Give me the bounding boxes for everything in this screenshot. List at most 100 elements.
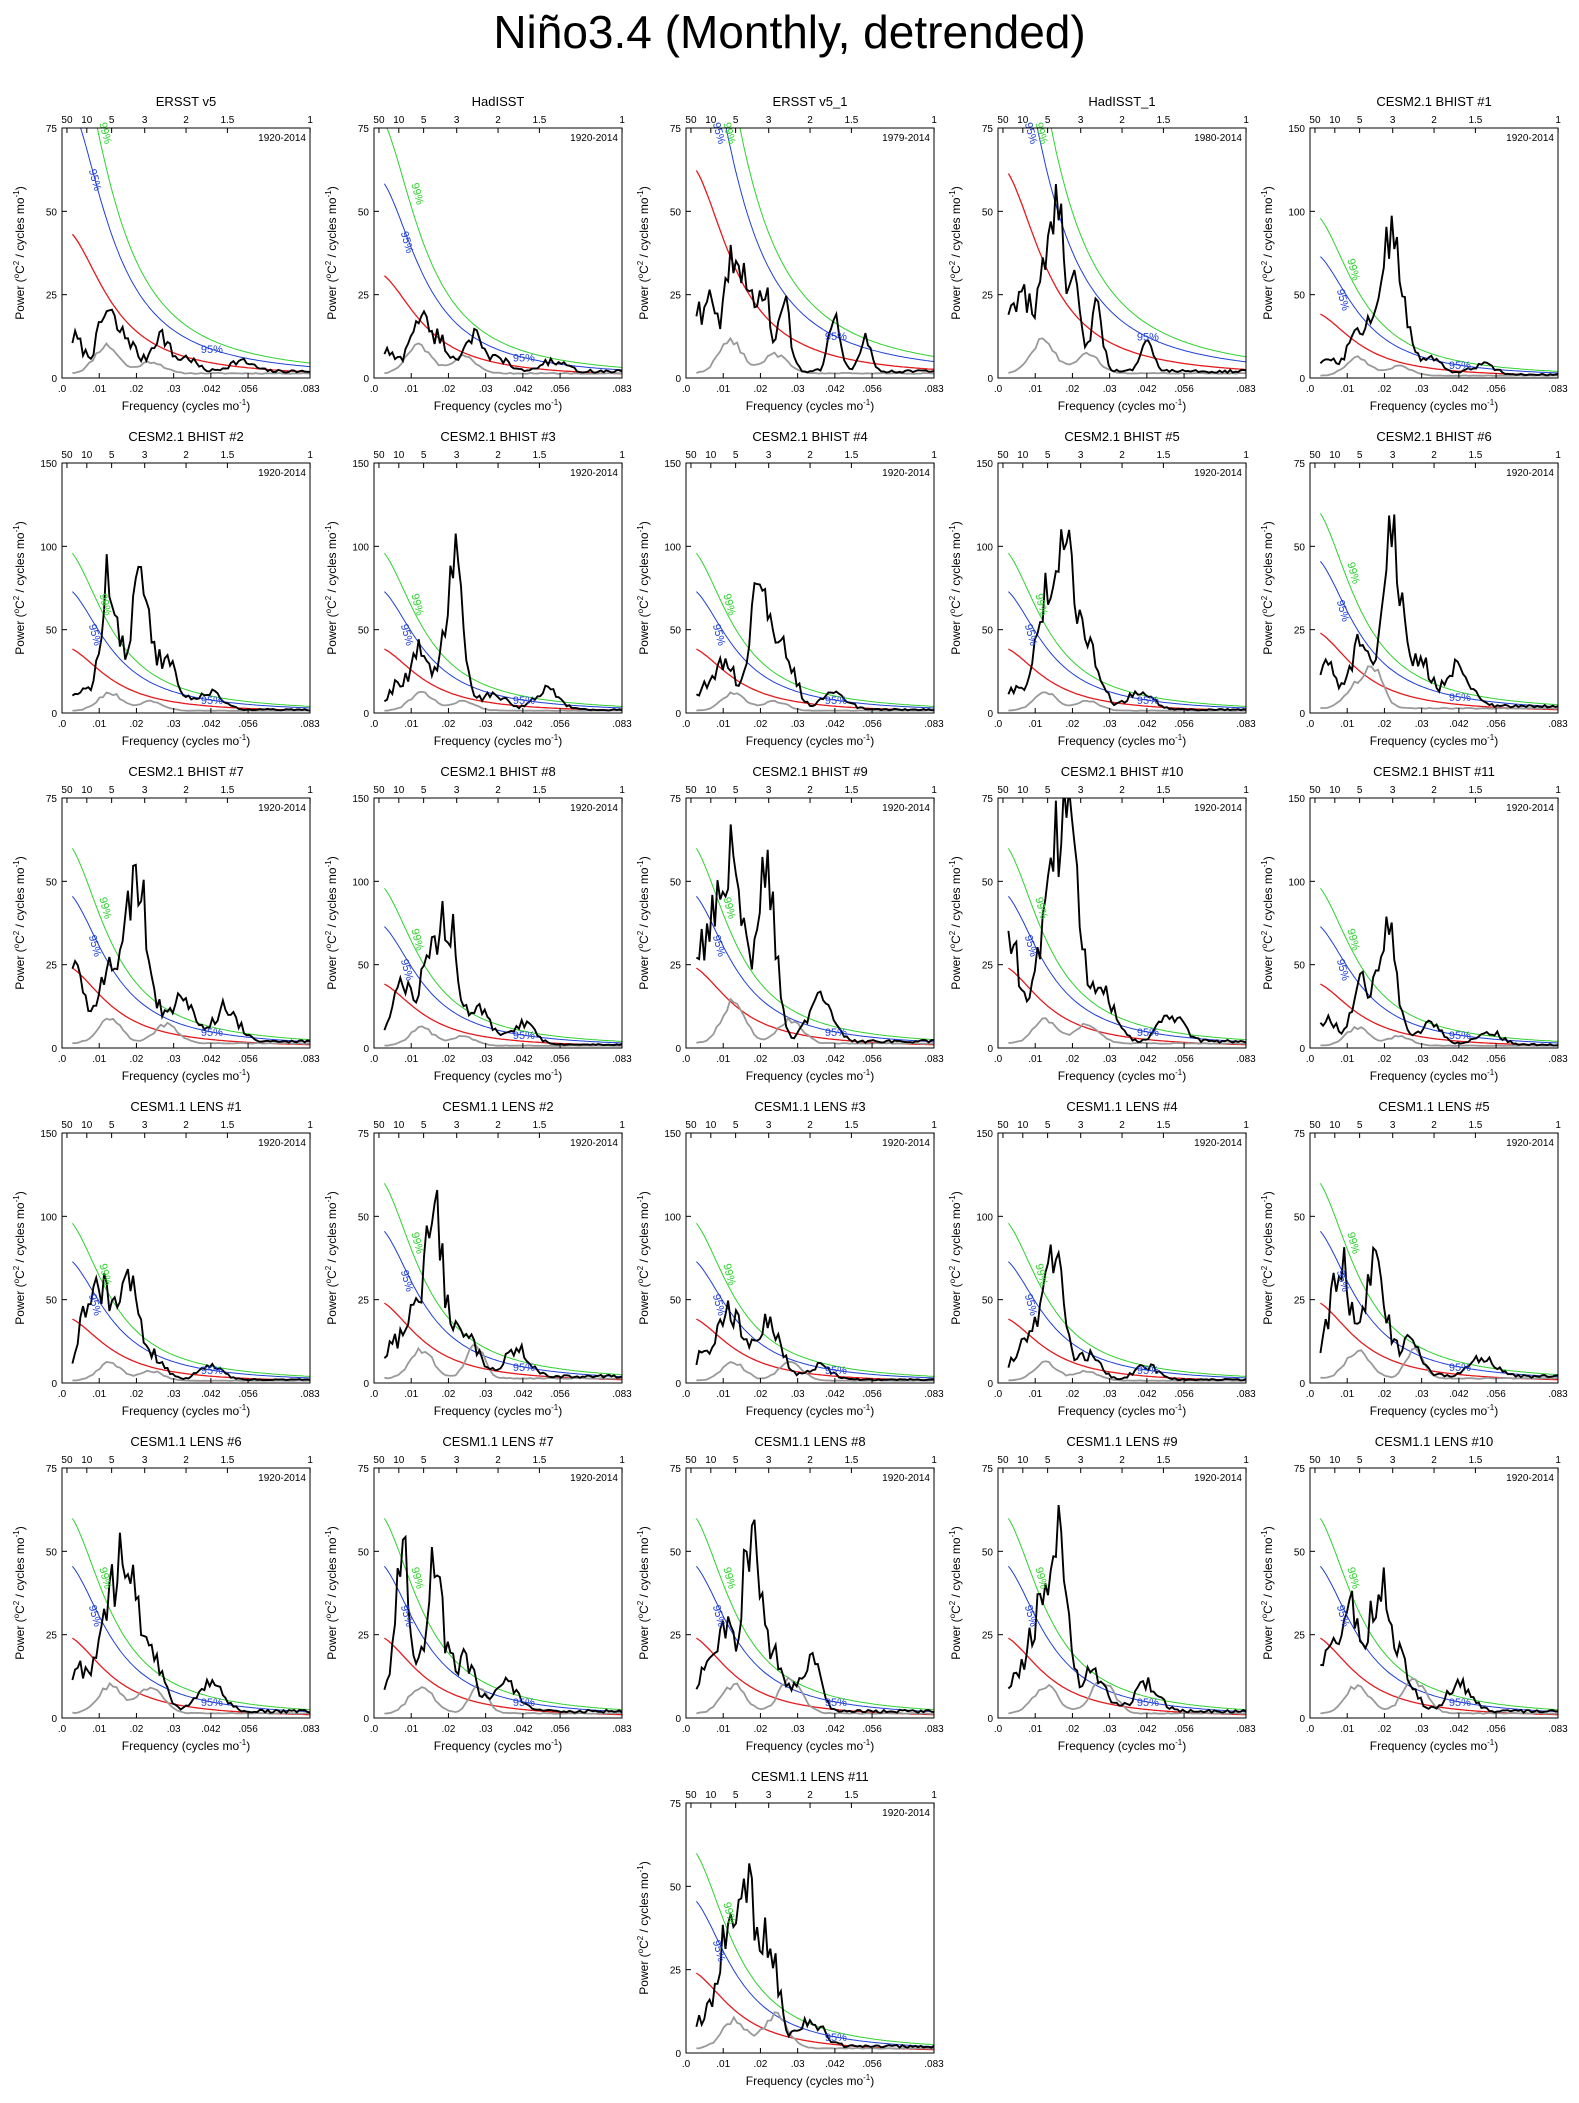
y-tick-label: 75: [358, 1464, 370, 1475]
period-label: 1920-2014: [258, 133, 306, 144]
y-tick-label: 50: [982, 877, 994, 888]
period-tick-label: 2: [1431, 1120, 1437, 1131]
period-tick-label: 3: [454, 450, 460, 461]
x-tick-label: .0: [1306, 384, 1315, 395]
y-tick-label: 75: [1294, 1129, 1306, 1140]
reference-spectrum: [696, 336, 934, 375]
y-tick-label: 25: [1294, 626, 1306, 637]
panel-1: ERSST v5 99% 95% 95% 1920-2014 .0 .01 .02 .03 .04…: [12, 94, 320, 413]
period-tick-label: 10: [1329, 1455, 1341, 1466]
period-tick-label: 3: [142, 115, 148, 126]
y-axis-label: Power (oC2 / cycles mo-1): [636, 1526, 651, 1659]
sig99-label: 99%: [720, 592, 737, 617]
period-tick-label: 2: [807, 1455, 813, 1466]
period-tick-label: 5: [421, 785, 427, 796]
y-tick-label: 100: [664, 1212, 681, 1223]
sig99-curve: [383, 888, 622, 1042]
y-tick-label: 25: [670, 291, 682, 302]
period-tick-label: 1: [931, 450, 937, 461]
x-tick-label: .0: [1306, 1724, 1315, 1735]
reference-spectrum: [72, 1017, 310, 1045]
y-tick-label: 0: [1299, 709, 1305, 720]
y-tick-label: 50: [670, 207, 682, 218]
sig99-label: 99%: [96, 121, 113, 146]
period-tick-label: 5: [109, 1120, 115, 1131]
sig95-label: 95%: [710, 121, 727, 146]
y-tick-label: 25: [982, 291, 994, 302]
reference-spectrum: [696, 1360, 934, 1382]
sig95-curve: [1036, 128, 1246, 363]
x-tick-label: .083: [612, 1054, 632, 1065]
y-tick-label: 150: [40, 1129, 57, 1140]
y-tick-label: 0: [675, 374, 681, 385]
x-tick-label: .042: [1137, 1724, 1157, 1735]
y-tick-label: 0: [675, 2049, 681, 2060]
red-noise-curve: [1008, 1318, 1246, 1381]
x-tick-label: .0: [682, 1724, 691, 1735]
y-tick-label: 75: [982, 794, 994, 805]
x-axis-label: Frequency (cycles mo-1): [1370, 733, 1499, 748]
plot-frame: [685, 127, 935, 379]
period-tick-label: 10: [81, 1455, 93, 1466]
period-label: 1920-2014: [1506, 133, 1554, 144]
period-tick-label: 1.5: [220, 115, 234, 126]
period-tick-label: 5: [1357, 115, 1363, 126]
y-tick-label: 25: [982, 1631, 994, 1642]
panel-curves: [383, 128, 622, 375]
x-tick-label: .042: [825, 719, 845, 730]
y-tick-label: 50: [670, 877, 682, 888]
x-tick-label: .056: [862, 2059, 882, 2070]
panel-title: ERSST v5_1: [773, 94, 848, 109]
x-tick-label: .042: [825, 1724, 845, 1735]
period-tick-label: 1.5: [844, 785, 858, 796]
period-tick-label: 2: [1431, 1455, 1437, 1466]
y-axis-label: Power (oC2 / cycles mo-1): [324, 1526, 339, 1659]
plot-frame: [61, 797, 311, 1049]
panel-curves: [1007, 128, 1246, 375]
sig95-label: 95%: [1022, 1604, 1039, 1629]
x-tick-label: .02: [1377, 384, 1391, 395]
period-tick-label: 2: [1119, 115, 1125, 126]
period-label: 1920-2014: [570, 133, 618, 144]
sig99-curve: [1319, 1518, 1558, 1711]
period-tick-label: 1.5: [1468, 450, 1482, 461]
y-tick-label: 50: [982, 626, 994, 637]
period-tick-label: 1.5: [532, 115, 546, 126]
x-tick-label: .056: [1174, 719, 1194, 730]
period-tick-label: 1.5: [1156, 1455, 1170, 1466]
x-tick-label: .03: [791, 1054, 805, 1065]
x-tick-label: .083: [1236, 384, 1256, 395]
panel-title: CESM1.1 LENS #5: [1378, 1099, 1489, 1114]
y-tick-label: 50: [358, 207, 370, 218]
sig99-label: 99%: [720, 896, 737, 921]
x-tick-label: .056: [238, 1724, 258, 1735]
x-tick-label: .01: [404, 1054, 418, 1065]
period-tick-label: 5: [733, 1455, 739, 1466]
y-tick-label: 150: [976, 459, 993, 470]
y-tick-label: 50: [1294, 1212, 1306, 1223]
period-tick-label: 3: [454, 115, 460, 126]
x-tick-label: .0: [1306, 1389, 1315, 1400]
panel-10: CESM2.1 BHIST #6 99% 95% 95% 1920-2014 .0 .01.…: [1260, 429, 1568, 748]
sig99-label: 99%: [408, 1231, 425, 1256]
reference-spectrum: [72, 691, 310, 712]
period-label: 1920-2014: [258, 803, 306, 814]
period-tick-label: 1: [1555, 450, 1561, 461]
period-label: 1920-2014: [1506, 1473, 1554, 1484]
period-tick-label: 10: [393, 1455, 405, 1466]
period-label: 1979-2014: [882, 133, 930, 144]
x-tick-label: .083: [1548, 1054, 1568, 1065]
panel-17: CESM1.1 LENS #2 99% 95% 95% 1920-2014 .0 .01 .0…: [324, 1099, 632, 1418]
period-tick-label: 3: [1078, 450, 1084, 461]
panel-curves: [383, 1518, 622, 1716]
power-spectrum: [71, 308, 310, 374]
x-tick-label: .056: [1174, 1724, 1194, 1735]
y-tick-label: 25: [982, 961, 994, 972]
plot-frame: [373, 797, 623, 1049]
y-tick-label: 0: [675, 1714, 681, 1725]
panel-title: HadISST_1: [1088, 94, 1155, 109]
y-axis-label: Power (oC2 / cycles mo-1): [324, 856, 339, 989]
period-tick-label: 2: [495, 1455, 501, 1466]
period-label: 1920-2014: [1194, 1138, 1242, 1149]
period-label: 1920-2014: [1194, 468, 1242, 479]
